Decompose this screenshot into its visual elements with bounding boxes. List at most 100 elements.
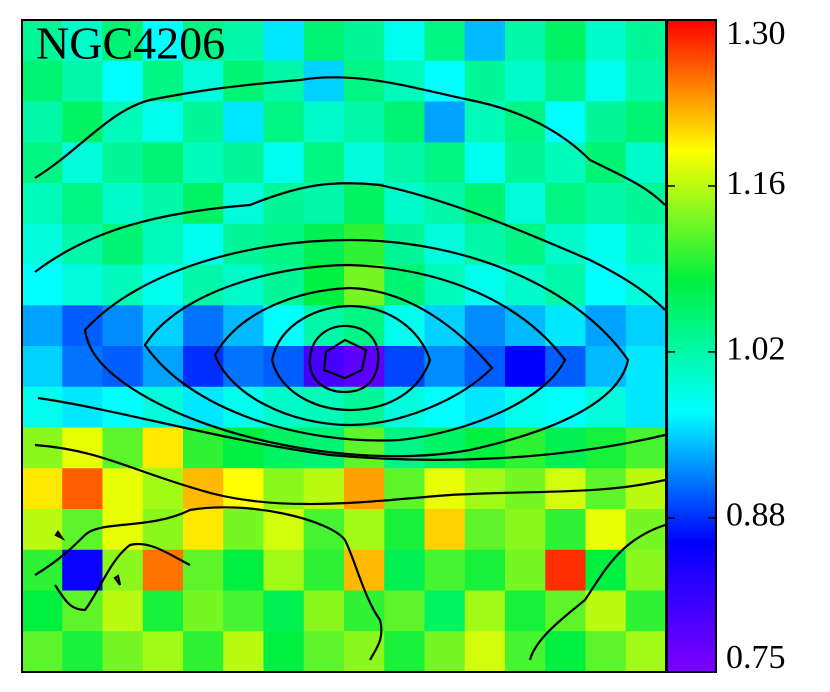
heatmap-cell [22,264,63,306]
heatmap-cell [183,590,224,632]
heatmap-cell [505,183,546,225]
heatmap-cell [62,631,103,673]
heatmap-cell [384,183,425,225]
heatmap-cell [545,183,586,225]
heatmap-cell [183,142,224,184]
heatmap-cell [142,223,184,265]
heatmap-cell [424,346,466,388]
heatmap-cell [384,101,425,143]
contour [54,530,66,541]
heatmap-cell [505,590,546,632]
heatmap-cell [223,183,264,225]
heatmap-cell [263,509,305,551]
heatmap-cell [545,549,586,591]
heatmap-cell [183,386,224,428]
heatmap-cell [62,427,103,469]
heatmap-cell [505,142,546,184]
heatmap-cell [464,509,506,551]
heatmap-cell [22,183,63,225]
heatmap-cell [585,305,627,347]
heatmap-cell [102,60,144,102]
heatmap-cell [545,427,586,469]
heatmap-cell [22,386,63,428]
contour [37,396,666,461]
heatmap-cell [263,305,305,347]
colorbar-tick-label: 0.75 [726,639,786,676]
heatmap-cell [545,468,586,510]
heatmap-cell [545,631,586,673]
heatmap-cell [183,223,224,265]
contour [308,324,380,394]
heatmap-cell [625,305,667,347]
heatmap-cell [303,223,345,265]
heatmap-cell [223,101,264,143]
heatmap-cell [62,101,103,143]
heatmap-cell [102,305,144,347]
heatmap-cell [545,60,586,102]
heatmap-cell [464,264,506,306]
heatmap-cell [303,631,345,673]
heatmap-cell [303,264,345,306]
heatmap-cell [102,101,144,143]
heatmap-cell [62,264,103,306]
heatmap-cell [545,101,586,143]
heatmap-cell [223,509,264,551]
heatmap-cell [183,509,224,551]
contour [270,304,432,412]
heatmap-cell [22,468,63,510]
heatmap-cell [303,20,345,62]
heatmap-cell [424,223,466,265]
contour [528,523,666,661]
heatmap-cell [585,142,627,184]
colorbar-tick-label: 1.02 [726,331,786,368]
heatmap-cell [505,468,546,510]
heatmap-cell [142,386,184,428]
contour [113,574,122,586]
heatmap-cell [223,346,264,388]
heatmap-cell [424,427,466,469]
heatmap-cell [22,305,63,347]
heatmap-cell [585,183,627,225]
contour [143,263,567,442]
heatmap-cell [625,549,667,591]
heatmap-cell [384,631,425,673]
heatmap-cell [625,142,667,184]
heatmap-cell [505,20,546,62]
heatmap-cell [464,346,506,388]
contour [54,542,191,612]
heatmap-cell [625,223,667,265]
heatmap-cell [585,346,627,388]
heatmap-cell [464,386,506,428]
heatmap-cell [344,142,385,184]
heatmap-cell [22,631,63,673]
heatmap-cell [344,264,385,306]
heatmap-cell [505,223,546,265]
heatmap-cell [183,60,224,102]
heatmap-cell [62,386,103,428]
heatmap-cell [625,264,667,306]
heatmap-cell [303,509,345,551]
heatmap-cell [102,223,144,265]
heatmap-cell [505,509,546,551]
heatmap-cell [62,305,103,347]
heatmap-cell [263,142,305,184]
heatmap-cell [384,60,425,102]
heatmap-cell [303,101,345,143]
contour [213,286,494,427]
heatmap-cell [62,590,103,632]
colorbar: 0.75 0.88 1.02 1.16 1.30 [666,15,786,676]
heatmap-cell [545,142,586,184]
heatmap-cell [625,509,667,551]
heatmap-cell [545,20,586,62]
heatmap-cell [22,20,63,62]
heatmap-cell [22,101,63,143]
heatmap-cell [424,468,466,510]
heatmap-cell [505,101,546,143]
heatmap-cell [344,631,385,673]
heatmap-cell [183,631,224,673]
heatmap-cell [545,264,586,306]
colorbar-tick-label: 1.16 [726,165,786,202]
heatmap-cell [384,142,425,184]
contour [34,443,666,506]
